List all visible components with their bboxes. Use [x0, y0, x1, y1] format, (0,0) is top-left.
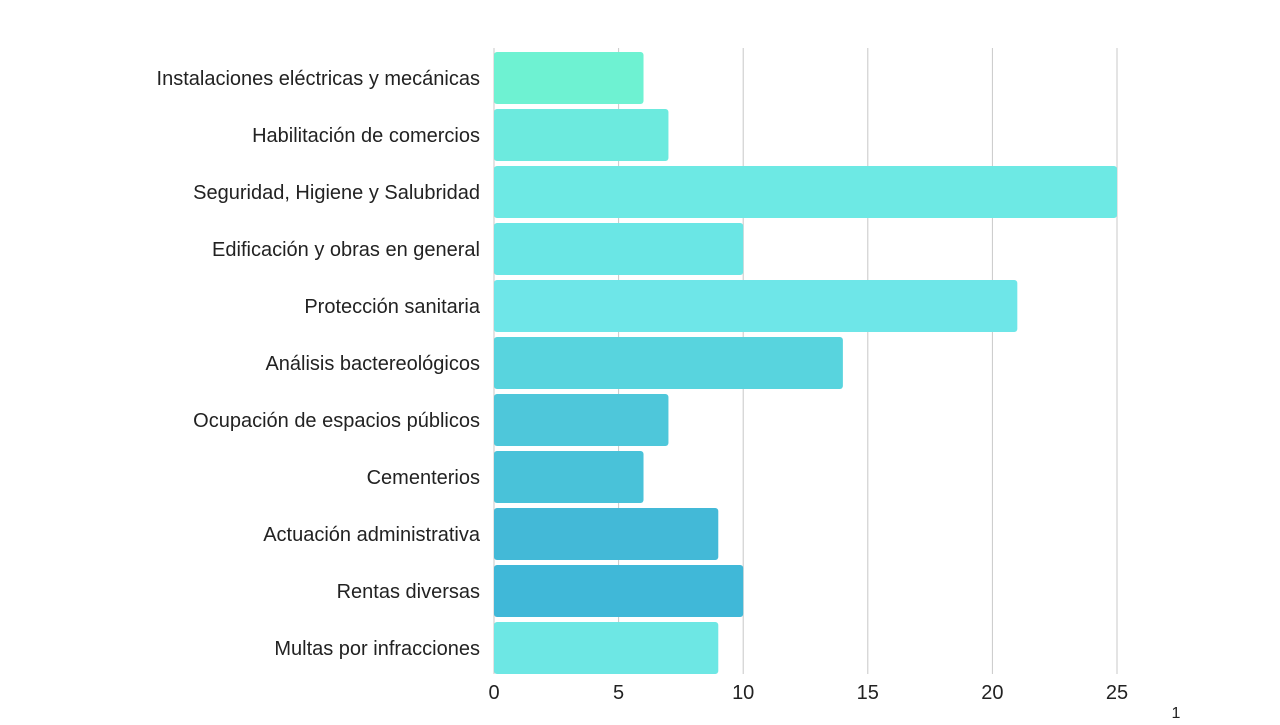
bar-10	[494, 622, 719, 674]
category-label-6: Ocupación de espacios públicos	[193, 410, 480, 432]
category-label-1: Habilitación de comercios	[252, 125, 480, 147]
x-tick-label-15: 15	[857, 682, 879, 704]
corner-text: 1	[1172, 705, 1181, 720]
category-label-3: Edificación y obras en general	[212, 239, 480, 261]
x-tick-label-5: 5	[613, 682, 624, 704]
category-label-0: Instalaciones eléctricas y mecánicas	[157, 68, 480, 90]
bar-2	[494, 166, 1117, 218]
category-label-7: Cementerios	[367, 467, 480, 489]
bar-1	[494, 109, 669, 161]
bars	[494, 52, 1117, 674]
category-label-2: Seguridad, Higiene y Salubridad	[193, 182, 480, 204]
x-axis-ticks: 0 5 10 15 20 25	[488, 682, 1128, 704]
x-tick-label-10: 10	[732, 682, 754, 704]
category-label-10: Multas por infracciones	[274, 638, 480, 660]
bar-7	[494, 451, 644, 503]
category-label-5: Análisis bactereológicos	[265, 353, 480, 375]
bar-9	[494, 565, 744, 617]
category-label-8: Actuación administrativa	[263, 524, 481, 546]
x-tick-label-0: 0	[488, 682, 499, 704]
bar-3	[494, 223, 744, 275]
bar-5	[494, 337, 843, 389]
bar-4	[494, 280, 1018, 332]
x-tick-label-25: 25	[1106, 682, 1128, 704]
bar-8	[494, 508, 719, 560]
bar-6	[494, 394, 669, 446]
x-tick-label-20: 20	[981, 682, 1003, 704]
category-labels: Instalaciones eléctricas y mecánicas Habi…	[157, 68, 481, 660]
category-label-9: Rentas diversas	[337, 581, 480, 603]
category-label-4: Protección sanitaria	[304, 296, 481, 318]
bar-0	[494, 52, 644, 104]
